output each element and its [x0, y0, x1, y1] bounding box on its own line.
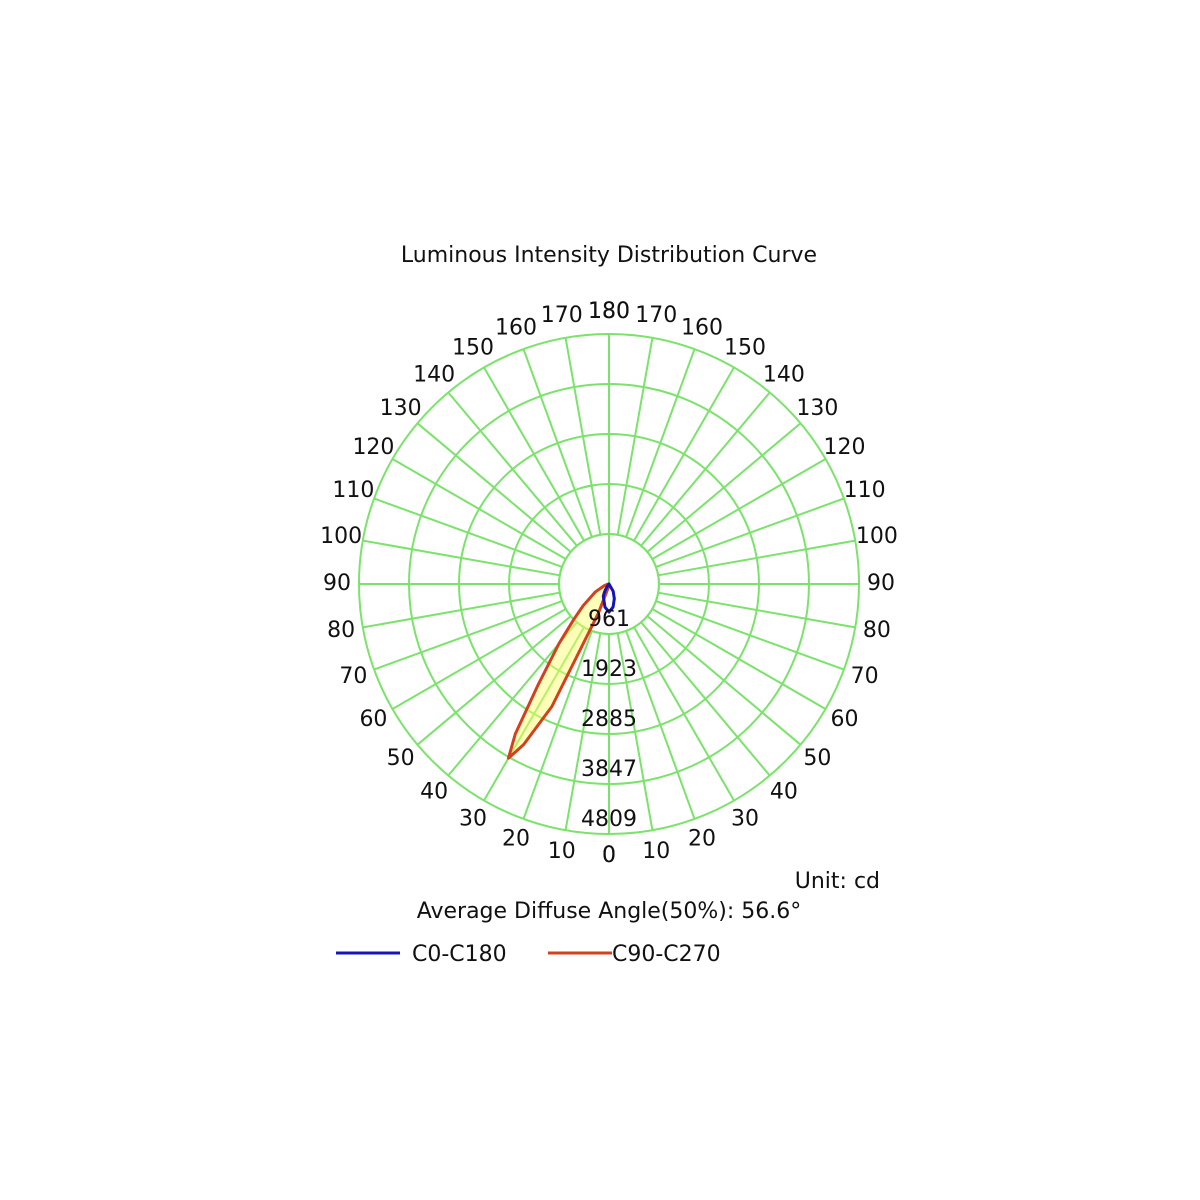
grid — [358, 333, 860, 835]
r-tick-label: 1923 — [581, 657, 637, 682]
theta-tick-label: 170 — [541, 303, 583, 328]
r-tick-label: 2885 — [581, 707, 637, 732]
grid-spoke — [362, 591, 560, 629]
theta-tick-label: 110 — [332, 478, 374, 503]
grid-spoke — [522, 630, 593, 820]
r-tick-label: 961 — [588, 607, 630, 632]
grid-spoke — [416, 422, 572, 553]
theta-tick-label: 110 — [844, 478, 886, 503]
theta-tick-label: 0 — [602, 843, 616, 868]
theta-tick-label: 10 — [642, 839, 670, 864]
theta-tick-label: 40 — [420, 779, 448, 804]
theta-tick-label: 0 — [602, 843, 616, 868]
theta-tick-label: 20 — [688, 827, 716, 852]
grid-spoke — [447, 391, 578, 547]
grid-spoke — [616, 337, 654, 535]
theta-tick-label: 140 — [413, 363, 455, 388]
theta-tick-label: 160 — [495, 315, 537, 340]
theta-tick-label: 130 — [796, 396, 838, 421]
series-line — [601, 582, 616, 614]
theta-tick-label: 10 — [548, 839, 576, 864]
grid-spoke — [651, 458, 827, 560]
grid-spoke — [616, 633, 654, 831]
grid-spoke — [373, 497, 563, 568]
r-tick-label: 3847 — [581, 757, 637, 782]
grid-spoke — [658, 591, 856, 629]
grid-spoke — [362, 539, 560, 577]
chart-title: Luminous Intensity Distribution Curve — [401, 243, 817, 268]
theta-tick-label: 50 — [803, 746, 831, 771]
theta-tick-label: 120 — [824, 435, 866, 460]
theta-tick-label: 150 — [724, 335, 766, 360]
grid-spoke — [658, 539, 856, 577]
grid-spoke — [651, 608, 827, 710]
theta-tick-label: 50 — [387, 746, 415, 771]
grid-spoke — [483, 366, 585, 542]
grid-spoke — [655, 600, 845, 671]
grid-spoke — [391, 608, 567, 710]
theta-tick-label: 60 — [359, 707, 387, 732]
r-tick-label: 4809 — [581, 807, 637, 832]
theta-tick-label: 70 — [339, 664, 367, 689]
grid-spoke — [483, 626, 585, 802]
grid-spoke — [564, 633, 602, 831]
theta-tick-label: 160 — [681, 315, 723, 340]
annotation: Average Diffuse Angle(50%): 56.6° — [417, 899, 802, 924]
theta-tick-label: 150 — [452, 335, 494, 360]
theta-tick-label: 90 — [867, 571, 895, 596]
grid-spoke — [646, 615, 802, 746]
unit-label: Unit: cd — [795, 869, 880, 894]
theta-tick-label: 60 — [831, 707, 859, 732]
theta-tick-label: 120 — [352, 435, 394, 460]
grid-spoke — [646, 422, 802, 553]
theta-tick-label: 80 — [863, 618, 891, 643]
grid-spoke — [522, 348, 593, 538]
grid-spoke — [625, 348, 696, 538]
theta-tick-label: 90 — [323, 571, 351, 596]
grid-spoke — [640, 391, 771, 547]
theta-tick-label: 40 — [770, 779, 798, 804]
legend-label: C90-C270 — [612, 942, 721, 967]
theta-tick-label: 140 — [763, 363, 805, 388]
theta-tick-label: 100 — [320, 524, 362, 549]
grid-spoke — [625, 630, 696, 820]
grid-spoke — [655, 497, 845, 568]
theta-tick-label: 20 — [502, 827, 530, 852]
grid-spoke — [391, 458, 567, 560]
plot — [506, 582, 616, 760]
grid-spoke — [633, 366, 735, 542]
theta-tick-label: 30 — [459, 807, 487, 832]
grid-spoke — [416, 615, 572, 746]
theta-tick-label: 180 — [588, 299, 630, 324]
theta-tick-label: 130 — [380, 396, 422, 421]
grid-spoke — [564, 337, 602, 535]
theta-tick-label: 170 — [635, 303, 677, 328]
grid-spoke — [633, 626, 735, 802]
theta-tick-label: 100 — [856, 524, 898, 549]
theta-tick-label: 180 — [588, 299, 630, 324]
theta-tick-label: 80 — [327, 618, 355, 643]
grid-spoke — [373, 600, 563, 671]
theta-tick-label: 30 — [731, 807, 759, 832]
grid-spoke — [640, 621, 771, 777]
legend-label: C0-C180 — [412, 942, 507, 967]
theta-tick-label: 70 — [851, 664, 879, 689]
